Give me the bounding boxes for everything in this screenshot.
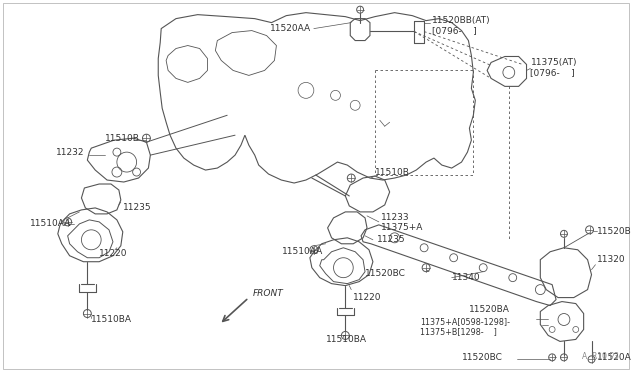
Text: 11510AA: 11510AA	[30, 219, 72, 228]
Text: 11375+A: 11375+A	[381, 223, 423, 232]
Text: 11520A: 11520A	[597, 353, 632, 362]
Text: 11220: 11220	[99, 249, 127, 258]
Text: 11320: 11320	[597, 255, 626, 264]
Text: 11510AA: 11510AA	[282, 247, 324, 256]
Text: 11375(AT): 11375(AT)	[531, 58, 577, 67]
Text: 11375+A[0598-1298]-: 11375+A[0598-1298]-	[420, 317, 510, 326]
Text: 11510B: 11510B	[105, 134, 140, 143]
Text: 11520B: 11520B	[597, 227, 632, 236]
Text: 11340: 11340	[452, 273, 480, 282]
Text: 11520BC: 11520BC	[365, 269, 406, 278]
Text: 11520BB(AT): 11520BB(AT)	[432, 16, 491, 25]
Text: 11520BA: 11520BA	[469, 305, 510, 314]
Text: 11510BA: 11510BA	[92, 315, 132, 324]
Text: FRONT: FRONT	[253, 289, 284, 298]
Text: 11510B: 11510B	[375, 167, 410, 177]
Text: 11520BC: 11520BC	[461, 353, 502, 362]
Text: A  R10 P3: A R10 P3	[582, 352, 619, 361]
Text: 11375+B[1298-    ]: 11375+B[1298- ]	[420, 327, 497, 336]
Text: [0796-    ]: [0796- ]	[432, 26, 477, 35]
Text: 11520AA: 11520AA	[269, 24, 311, 33]
Text: 11235: 11235	[123, 203, 152, 212]
Text: 11510BA: 11510BA	[326, 335, 367, 344]
Text: 11235: 11235	[377, 235, 406, 244]
Text: 11232: 11232	[56, 148, 84, 157]
Text: [0796-    ]: [0796- ]	[531, 68, 575, 77]
Text: 11233: 11233	[381, 214, 410, 222]
Text: 11220: 11220	[353, 293, 381, 302]
